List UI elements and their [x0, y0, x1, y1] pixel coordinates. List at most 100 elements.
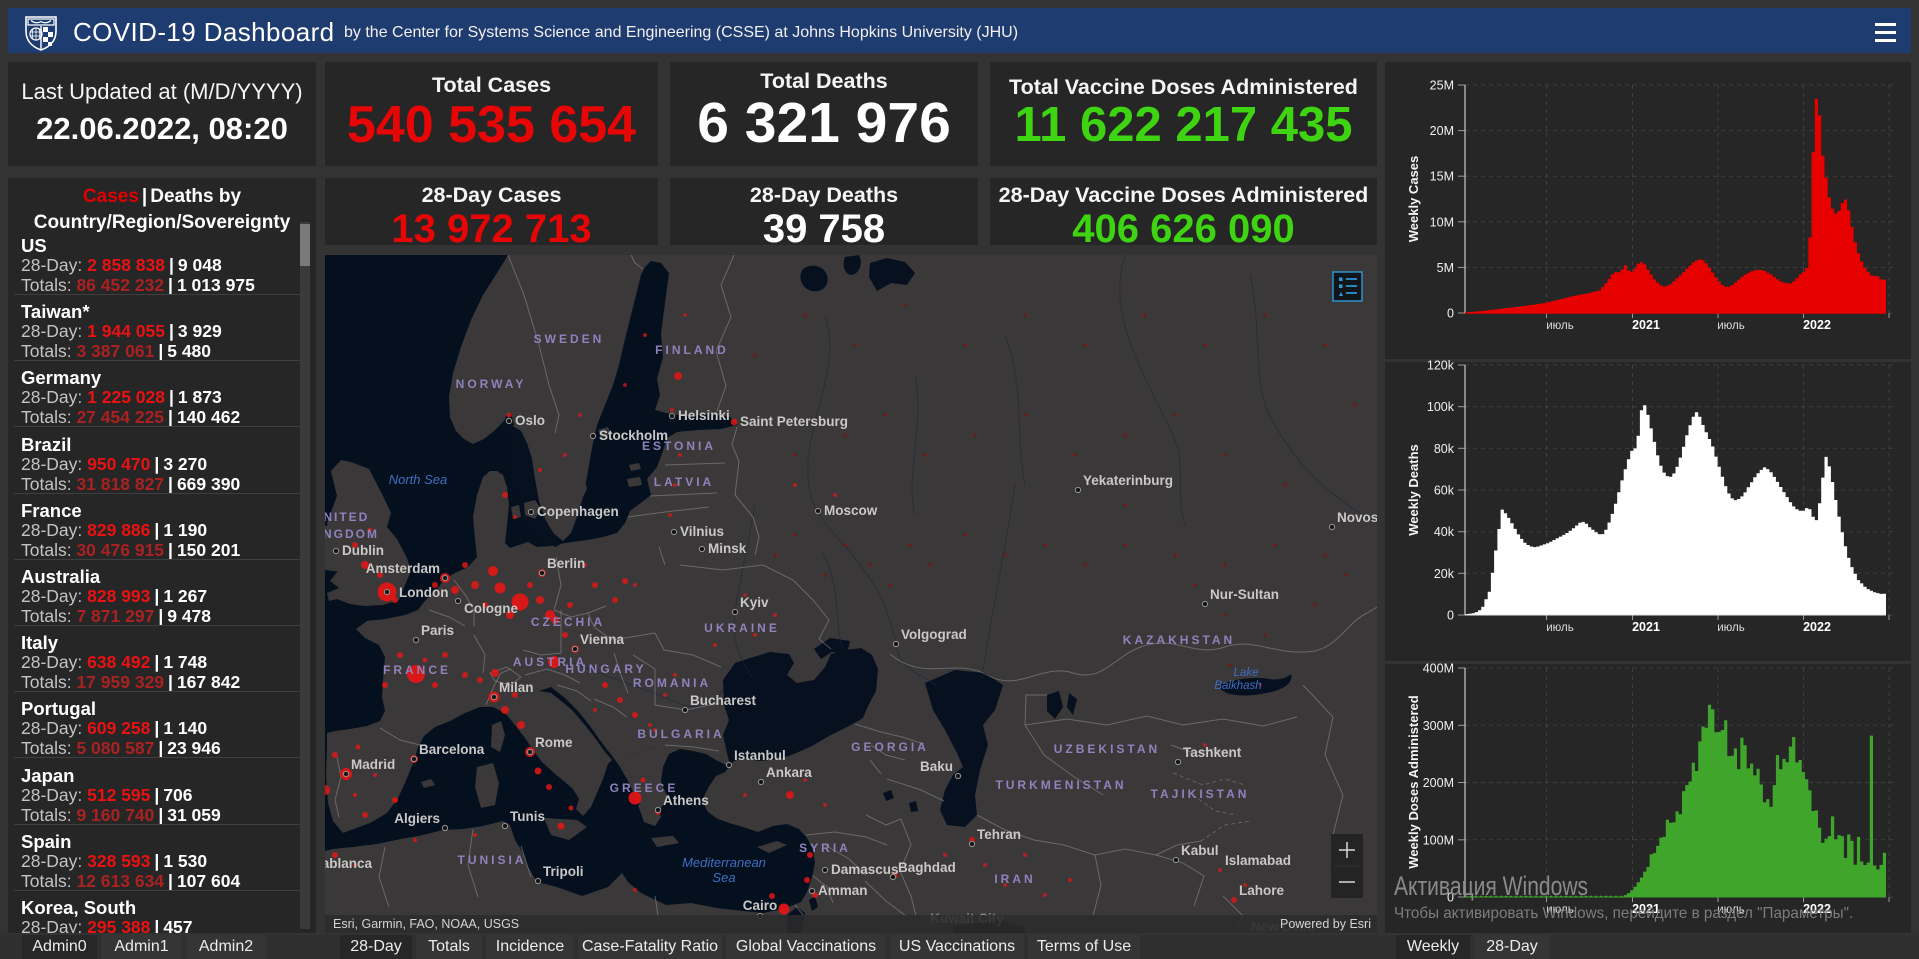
- svg-text:Copenhagen: Copenhagen: [537, 504, 619, 519]
- svg-text:Milan: Milan: [499, 680, 534, 695]
- svg-text:июль: июль: [1546, 622, 1574, 634]
- svg-text:0: 0: [1447, 891, 1454, 905]
- svg-text:Tehran: Tehran: [977, 827, 1021, 842]
- svg-text:Vilnius: Vilnius: [680, 524, 724, 539]
- svg-text:2021: 2021: [1632, 318, 1660, 332]
- svg-text:London: London: [399, 585, 448, 600]
- svg-text:Barcelona: Barcelona: [419, 742, 485, 757]
- svg-text:Athens: Athens: [663, 793, 709, 808]
- svg-text:400M: 400M: [1423, 662, 1454, 676]
- svg-text:Istanbul: Istanbul: [734, 748, 786, 763]
- svg-text:20M: 20M: [1430, 124, 1454, 138]
- svg-text:100M: 100M: [1423, 833, 1454, 847]
- svg-text:июль: июль: [1546, 904, 1574, 916]
- svg-text:KINGDOM: KINGDOM: [325, 527, 379, 541]
- svg-text:Paris: Paris: [421, 623, 454, 638]
- svg-text:ROMANIA: ROMANIA: [633, 676, 711, 690]
- svg-text:Saint Petersburg: Saint Petersburg: [740, 414, 848, 429]
- svg-text:Islamabad: Islamabad: [1225, 853, 1291, 868]
- svg-text:IRAN: IRAN: [994, 872, 1035, 886]
- svg-text:июль: июль: [1717, 320, 1745, 332]
- svg-text:Kyiv: Kyiv: [740, 595, 769, 610]
- svg-text:200M: 200M: [1423, 776, 1454, 790]
- svg-text:Lake: Lake: [1234, 667, 1259, 679]
- svg-text:FRANCE: FRANCE: [383, 663, 451, 677]
- svg-text:Cologne: Cologne: [464, 601, 518, 616]
- svg-text:Vienna: Vienna: [580, 632, 625, 647]
- svg-text:Tunis: Tunis: [510, 809, 545, 824]
- svg-text:ESTONIA: ESTONIA: [642, 439, 716, 453]
- svg-text:0: 0: [1447, 307, 1454, 321]
- svg-text:Cairo: Cairo: [743, 898, 778, 913]
- svg-text:TUNISIA: TUNISIA: [458, 853, 527, 867]
- svg-text:Bucharest: Bucharest: [690, 693, 757, 708]
- svg-text:Amsterdam: Amsterdam: [366, 561, 440, 576]
- svg-text:LATVIA: LATVIA: [654, 475, 714, 489]
- svg-text:Novosib: Novosib: [1337, 510, 1377, 525]
- svg-text:июль: июль: [1717, 904, 1745, 916]
- svg-text:2022: 2022: [1803, 902, 1831, 916]
- svg-text:GEORGIA: GEORGIA: [851, 740, 929, 754]
- svg-text:Casablanca: Casablanca: [325, 856, 373, 871]
- svg-text:80k: 80k: [1434, 442, 1455, 456]
- svg-text:300M: 300M: [1423, 719, 1454, 733]
- svg-text:Kabul: Kabul: [1181, 843, 1219, 858]
- svg-text:Madrid: Madrid: [351, 757, 395, 772]
- svg-text:Oslo: Oslo: [515, 413, 545, 428]
- svg-text:Volgograd: Volgograd: [901, 627, 967, 642]
- svg-text:Helsinki: Helsinki: [678, 408, 730, 423]
- svg-text:Stockholm: Stockholm: [599, 428, 668, 443]
- svg-text:SYRIA: SYRIA: [799, 841, 851, 855]
- svg-text:2021: 2021: [1632, 620, 1660, 634]
- svg-text:FINLAND: FINLAND: [655, 343, 729, 357]
- svg-text:2022: 2022: [1803, 318, 1831, 332]
- svg-text:Tashkent: Tashkent: [1183, 745, 1242, 760]
- svg-text:Weekly Cases: Weekly Cases: [1406, 156, 1421, 243]
- svg-text:Ankara: Ankara: [766, 765, 812, 780]
- svg-text:20k: 20k: [1434, 567, 1455, 581]
- svg-text:Rome: Rome: [535, 735, 573, 750]
- svg-text:июль: июль: [1546, 320, 1574, 332]
- svg-text:Moscow: Moscow: [824, 503, 878, 518]
- svg-text:TURKMENISTAN: TURKMENISTAN: [995, 778, 1126, 792]
- svg-text:GREECE: GREECE: [610, 781, 679, 795]
- svg-text:июль: июль: [1717, 622, 1745, 634]
- svg-text:Weekly Doses Administered: Weekly Doses Administered: [1406, 695, 1421, 868]
- svg-text:Tripoli: Tripoli: [543, 864, 584, 879]
- svg-text:10M: 10M: [1430, 215, 1454, 229]
- svg-text:40k: 40k: [1434, 525, 1455, 539]
- svg-text:UKRAINE: UKRAINE: [704, 621, 780, 635]
- svg-text:HUNGARY: HUNGARY: [565, 662, 646, 676]
- svg-text:Powered by Esri: Powered by Esri: [1280, 917, 1371, 931]
- svg-text:UNITED: UNITED: [325, 510, 369, 524]
- svg-text:Damascus: Damascus: [831, 862, 899, 877]
- svg-text:KAZAKHSTAN: KAZAKHSTAN: [1123, 633, 1235, 647]
- svg-text:Lahore: Lahore: [1239, 883, 1285, 898]
- svg-text:Algiers: Algiers: [394, 811, 440, 826]
- svg-text:North Sea: North Sea: [389, 472, 448, 487]
- svg-text:Sea: Sea: [712, 870, 735, 885]
- svg-text:100k: 100k: [1427, 400, 1455, 414]
- svg-text:AUSTRIA: AUSTRIA: [513, 655, 587, 669]
- svg-text:Mediterranean: Mediterranean: [682, 855, 766, 870]
- svg-text:2022: 2022: [1803, 620, 1831, 634]
- svg-text:Esri, Garmin, FAO, NOAA, USGS: Esri, Garmin, FAO, NOAA, USGS: [333, 917, 519, 931]
- svg-text:Amman: Amman: [818, 883, 868, 898]
- svg-text:SWEDEN: SWEDEN: [534, 332, 605, 346]
- svg-text:NORWAY: NORWAY: [456, 377, 527, 391]
- svg-text:UZBEKISTAN: UZBEKISTAN: [1054, 742, 1160, 756]
- svg-text:CZECHIA: CZECHIA: [531, 615, 605, 629]
- svg-text:2021: 2021: [1632, 902, 1660, 916]
- svg-text:TAJIKISTAN: TAJIKISTAN: [1151, 787, 1250, 801]
- svg-text:Balkhash: Balkhash: [1214, 680, 1261, 692]
- svg-text:Dublin: Dublin: [342, 543, 384, 558]
- svg-text:15M: 15M: [1430, 170, 1454, 184]
- svg-text:Berlin: Berlin: [547, 556, 585, 571]
- svg-text:BULGARIA: BULGARIA: [637, 727, 724, 741]
- svg-text:Baku: Baku: [920, 759, 953, 774]
- svg-text:Nur-Sultan: Nur-Sultan: [1210, 587, 1279, 602]
- svg-text:25M: 25M: [1430, 79, 1454, 93]
- svg-text:Baghdad: Baghdad: [898, 860, 956, 875]
- svg-text:Weekly Deaths: Weekly Deaths: [1406, 444, 1421, 536]
- svg-text:60k: 60k: [1434, 484, 1455, 498]
